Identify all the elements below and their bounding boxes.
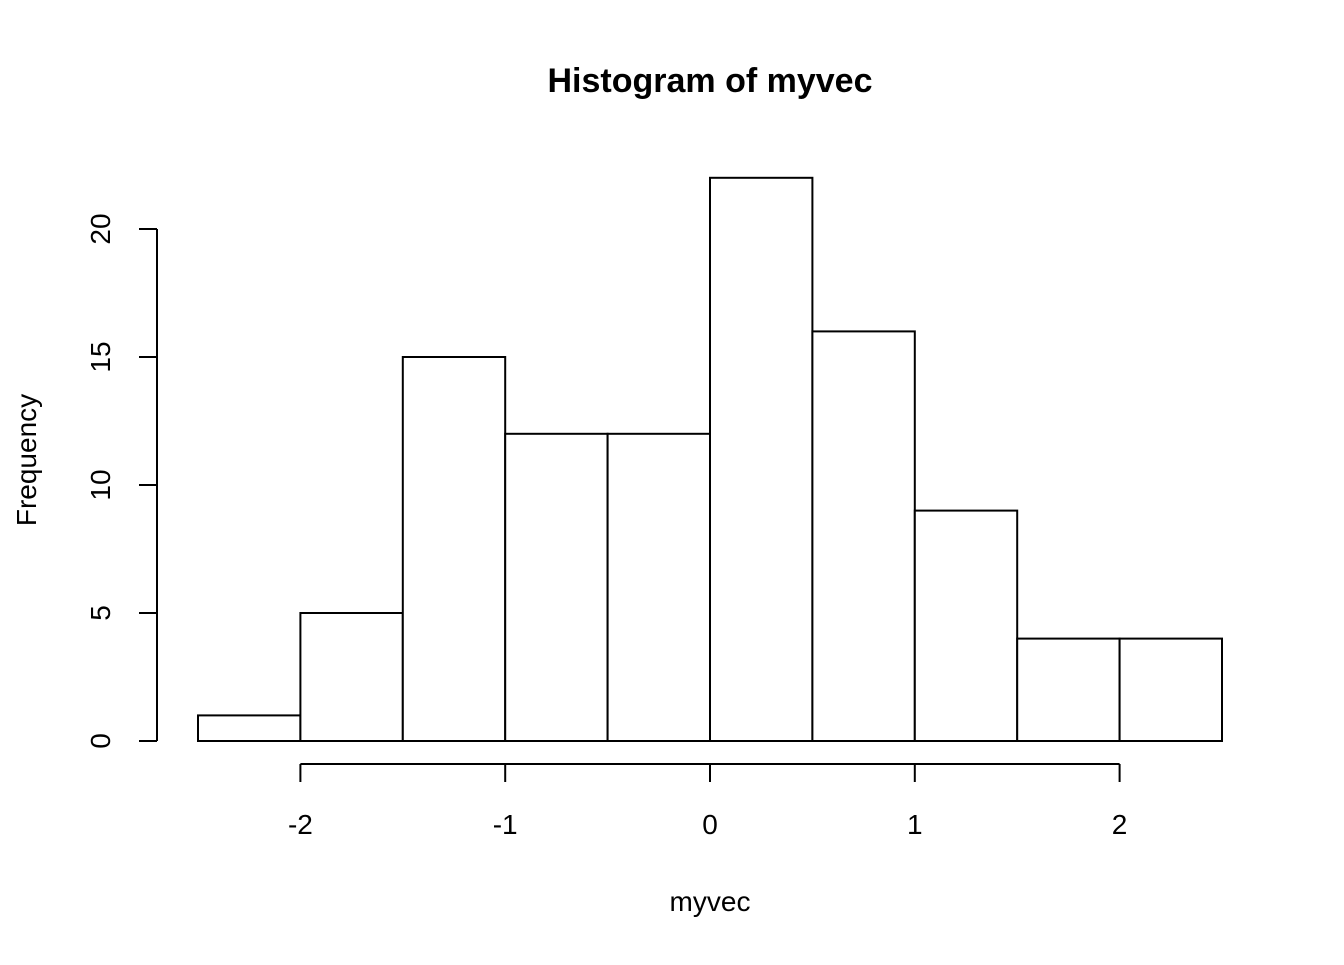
x-axis-label: myvec (670, 886, 751, 917)
y-tick-label: 10 (85, 469, 116, 500)
histogram-bar (1016, 637, 1121, 742)
histogram-bar (811, 330, 916, 742)
histogram-bar (1118, 637, 1223, 742)
x-tick-label: -2 (288, 809, 313, 840)
histogram-bars (197, 176, 1223, 743)
x-tick-label: -1 (493, 809, 518, 840)
histogram-bar (299, 612, 404, 742)
histogram-bar (709, 176, 814, 743)
histogram-bar (504, 432, 609, 742)
x-tick-label: 0 (702, 809, 718, 840)
x-tick-label: 1 (907, 809, 923, 840)
y-axis-label: Frequency (11, 394, 42, 526)
y-tick-label: 15 (85, 341, 116, 372)
histogram-bar (197, 714, 302, 743)
histogram-bar (401, 356, 507, 742)
x-axis: -2 -1 0 1 2 (288, 763, 1128, 840)
histogram-bar (913, 509, 1019, 742)
y-tick-label: 0 (85, 733, 116, 749)
y-axis: 0 5 10 15 20 (85, 213, 158, 749)
chart-title: Histogram of myvec (548, 62, 873, 100)
x-tick-label: 2 (1112, 809, 1128, 840)
y-tick-label: 20 (85, 213, 116, 244)
histogram-bar (606, 432, 711, 742)
y-tick-label: 5 (85, 605, 116, 621)
